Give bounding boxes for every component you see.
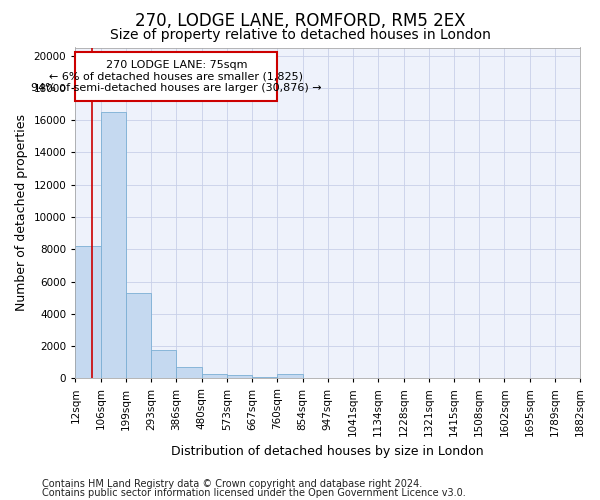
X-axis label: Distribution of detached houses by size in London: Distribution of detached houses by size … <box>172 444 484 458</box>
Bar <box>252 377 277 378</box>
Text: 270, LODGE LANE, ROMFORD, RM5 2EX: 270, LODGE LANE, ROMFORD, RM5 2EX <box>135 12 465 30</box>
Bar <box>126 293 151 378</box>
Bar <box>76 246 101 378</box>
Y-axis label: Number of detached properties: Number of detached properties <box>15 114 28 312</box>
Bar <box>151 350 176 378</box>
Bar <box>101 112 126 378</box>
FancyBboxPatch shape <box>76 52 277 101</box>
Text: Contains HM Land Registry data © Crown copyright and database right 2024.: Contains HM Land Registry data © Crown c… <box>42 479 422 489</box>
Bar <box>202 374 227 378</box>
Text: Size of property relative to detached houses in London: Size of property relative to detached ho… <box>110 28 490 42</box>
Text: 270 LODGE LANE: 75sqm
← 6% of detached houses are smaller (1,825)
94% of semi-de: 270 LODGE LANE: 75sqm ← 6% of detached h… <box>31 60 322 93</box>
Bar <box>227 375 252 378</box>
Text: Contains public sector information licensed under the Open Government Licence v3: Contains public sector information licen… <box>42 488 466 498</box>
Bar <box>176 367 202 378</box>
Bar <box>277 374 302 378</box>
